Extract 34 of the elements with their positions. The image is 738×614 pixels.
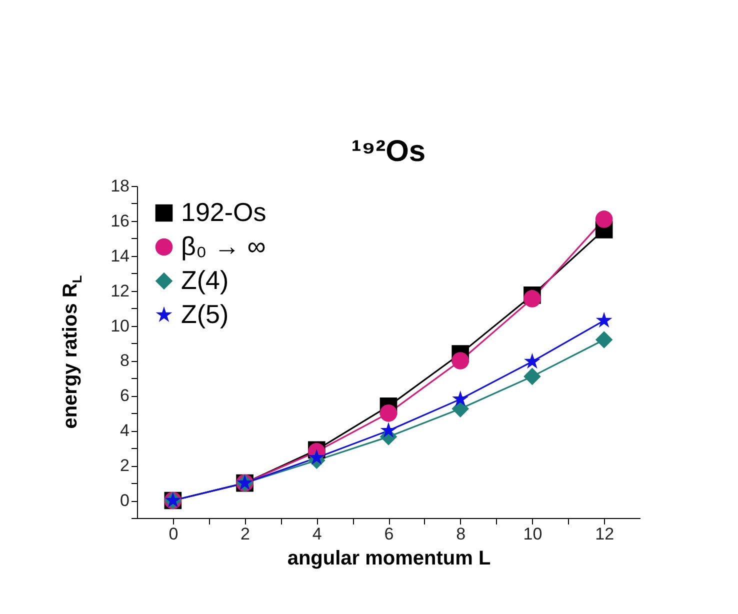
y-tick-label: 2 — [120, 456, 130, 476]
point — [595, 331, 613, 348]
x-tick-label: 6 — [384, 524, 394, 544]
point — [596, 312, 612, 328]
legend-label: β₀ → ∞ — [181, 231, 266, 261]
point — [308, 449, 325, 465]
legend-label: Z(5) — [181, 299, 229, 329]
chart-title: ¹⁹²Os — [351, 135, 426, 168]
point — [595, 210, 613, 228]
point — [452, 390, 469, 406]
y-tick-label: 0 — [120, 491, 130, 510]
y-tick-label: 14 — [110, 246, 130, 266]
x-tick-label: 10 — [523, 524, 542, 544]
point — [524, 290, 541, 308]
legend-label: Z(4) — [181, 265, 229, 295]
x-tick-label: 4 — [312, 524, 322, 544]
y-tick-label: 16 — [110, 211, 130, 230]
y-tick-label: 8 — [120, 351, 130, 370]
point — [524, 368, 541, 386]
y-tick-label: 6 — [120, 386, 130, 406]
y-tick-label: 18 — [110, 176, 130, 196]
x-tick-label: 8 — [456, 524, 466, 544]
point — [452, 352, 470, 370]
y-tick-label: 10 — [110, 316, 130, 336]
point — [380, 422, 397, 438]
x-tick-label: 0 — [168, 524, 178, 544]
y-tick-label: 12 — [110, 281, 130, 300]
x-tick-label: 12 — [595, 524, 614, 544]
point — [380, 404, 398, 422]
x-axis-title: angular momentum L — [287, 548, 491, 570]
point — [524, 352, 540, 369]
y-tick-label: 4 — [120, 421, 130, 440]
legend-label: 192-Os — [181, 197, 266, 227]
x-tick-label: 2 — [240, 524, 250, 544]
